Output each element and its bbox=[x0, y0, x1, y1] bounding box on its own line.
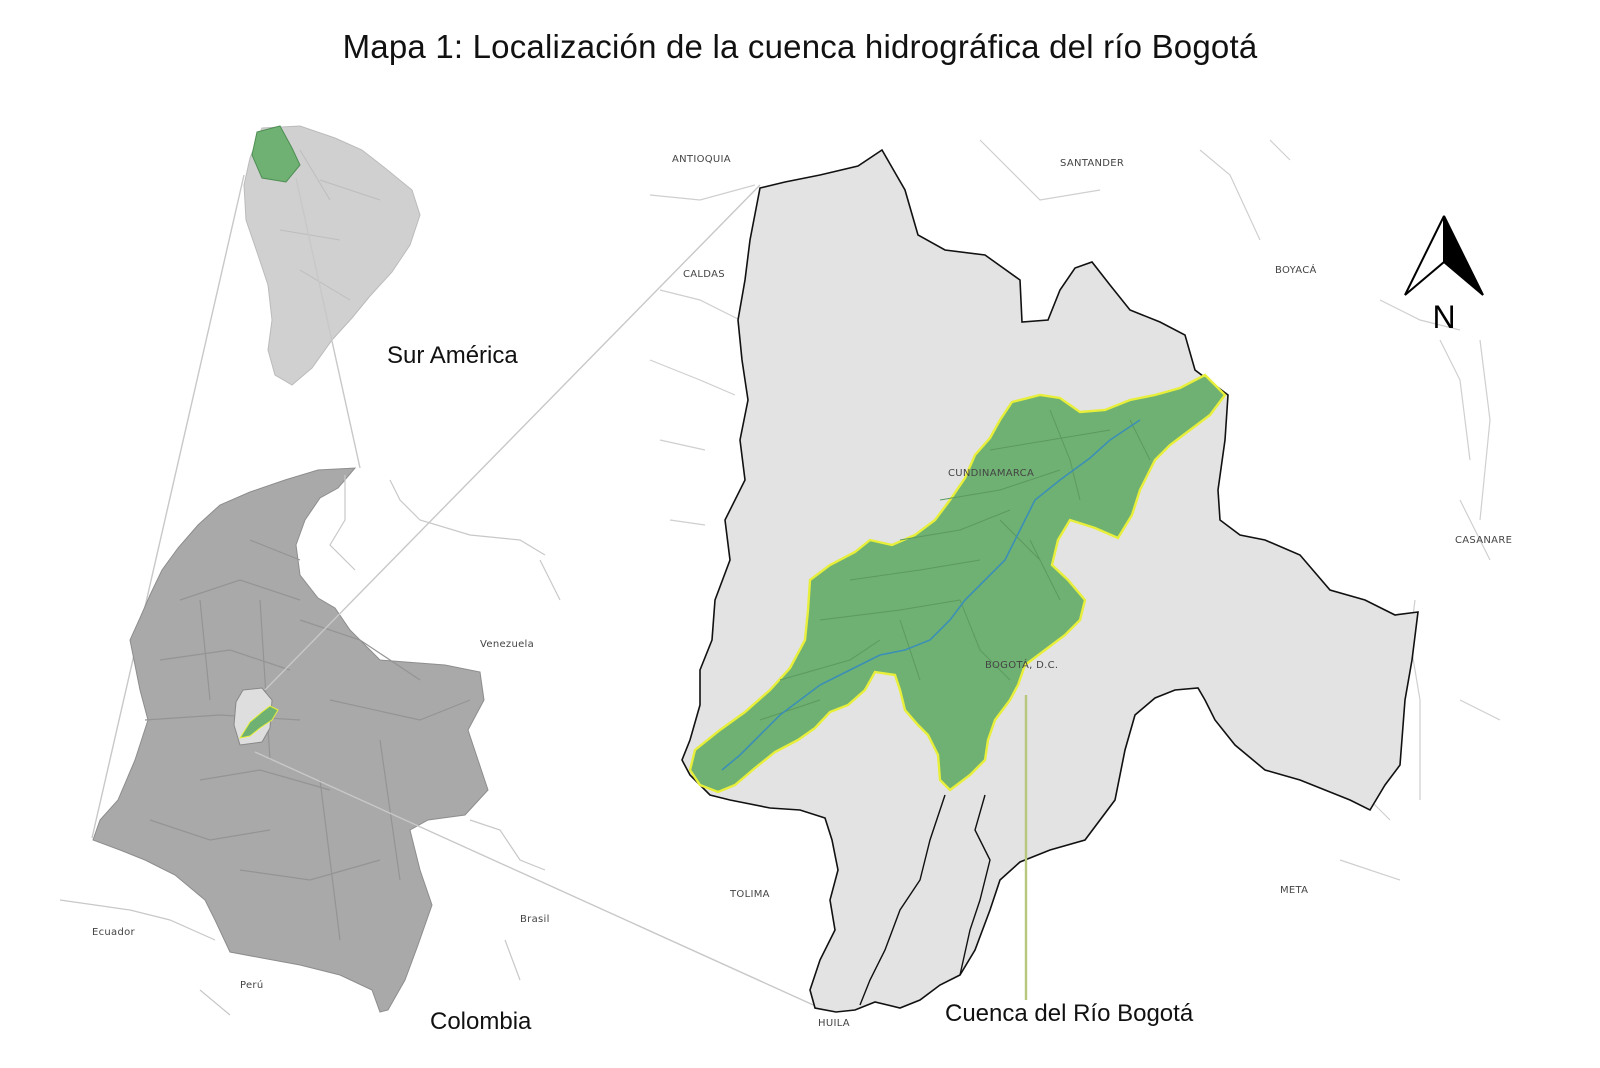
country-label-brasil: Brasil bbox=[520, 914, 550, 925]
colombia-department-lines bbox=[144, 539, 471, 941]
label-caldas: CALDAS bbox=[683, 269, 725, 280]
label-meta: META bbox=[1280, 885, 1308, 896]
neighbor-department-borders bbox=[649, 139, 1501, 881]
cundinamarca-on-colombia bbox=[233, 687, 273, 746]
south-america-interior-lines bbox=[279, 149, 381, 301]
bogota-river-basin-shape bbox=[688, 373, 1227, 794]
cundinamarca-map: CUNDINAMARCA BOGOTÁ, D.C. bbox=[681, 148, 1419, 1013]
cundinamarca-southern-borders bbox=[859, 794, 991, 1006]
caption-sur-america: Sur América bbox=[387, 342, 518, 369]
label-boyaca: BOYACÁ bbox=[1275, 263, 1317, 276]
north-arrow-right-half bbox=[1443, 215, 1484, 296]
colombia-map: Venezuela Ecuador Perú Brasil bbox=[59, 467, 561, 1016]
map-title: Mapa 1: Localización de la cuenca hidrog… bbox=[342, 28, 1258, 65]
zoom-connector-lines bbox=[254, 184, 821, 1009]
basin-on-colombia bbox=[238, 705, 279, 739]
neighbor-department-labels: ANTIOQUIA SANTANDER CALDAS BOYACÁ CASANA… bbox=[672, 154, 1512, 1029]
label-casanare: CASANARE bbox=[1455, 535, 1512, 546]
label-tolima: TOLIMA bbox=[729, 889, 770, 900]
bogota-river-line bbox=[721, 419, 1141, 771]
label-cundinamarca: CUNDINAMARCA bbox=[948, 468, 1034, 479]
caption-colombia: Colombia bbox=[430, 1008, 532, 1035]
inset-connector-lines bbox=[91, 174, 361, 839]
country-label-peru: Perú bbox=[240, 979, 263, 991]
label-antioquia: ANTIOQUIA bbox=[672, 154, 731, 165]
north-arrow: N bbox=[1404, 215, 1484, 335]
label-santander: SANTANDER bbox=[1060, 158, 1124, 169]
colombia-highlight-shape bbox=[251, 125, 301, 183]
north-arrow-left-half bbox=[1404, 215, 1445, 296]
caption-cuenca-rio-bogota: Cuenca del Río Bogotá bbox=[945, 1000, 1194, 1027]
north-arrow-letter: N bbox=[1432, 299, 1455, 335]
label-bogota: BOGOTÁ, D.C. bbox=[985, 658, 1058, 671]
label-huila: HUILA bbox=[818, 1018, 850, 1029]
colombia-shape bbox=[92, 467, 489, 1013]
basin-municipality-lines bbox=[759, 409, 1151, 721]
country-label-venezuela: Venezuela bbox=[480, 639, 534, 650]
south-america-inset bbox=[243, 125, 421, 386]
neighbor-borders bbox=[59, 475, 561, 1016]
country-label-ecuador: Ecuador bbox=[92, 927, 136, 938]
